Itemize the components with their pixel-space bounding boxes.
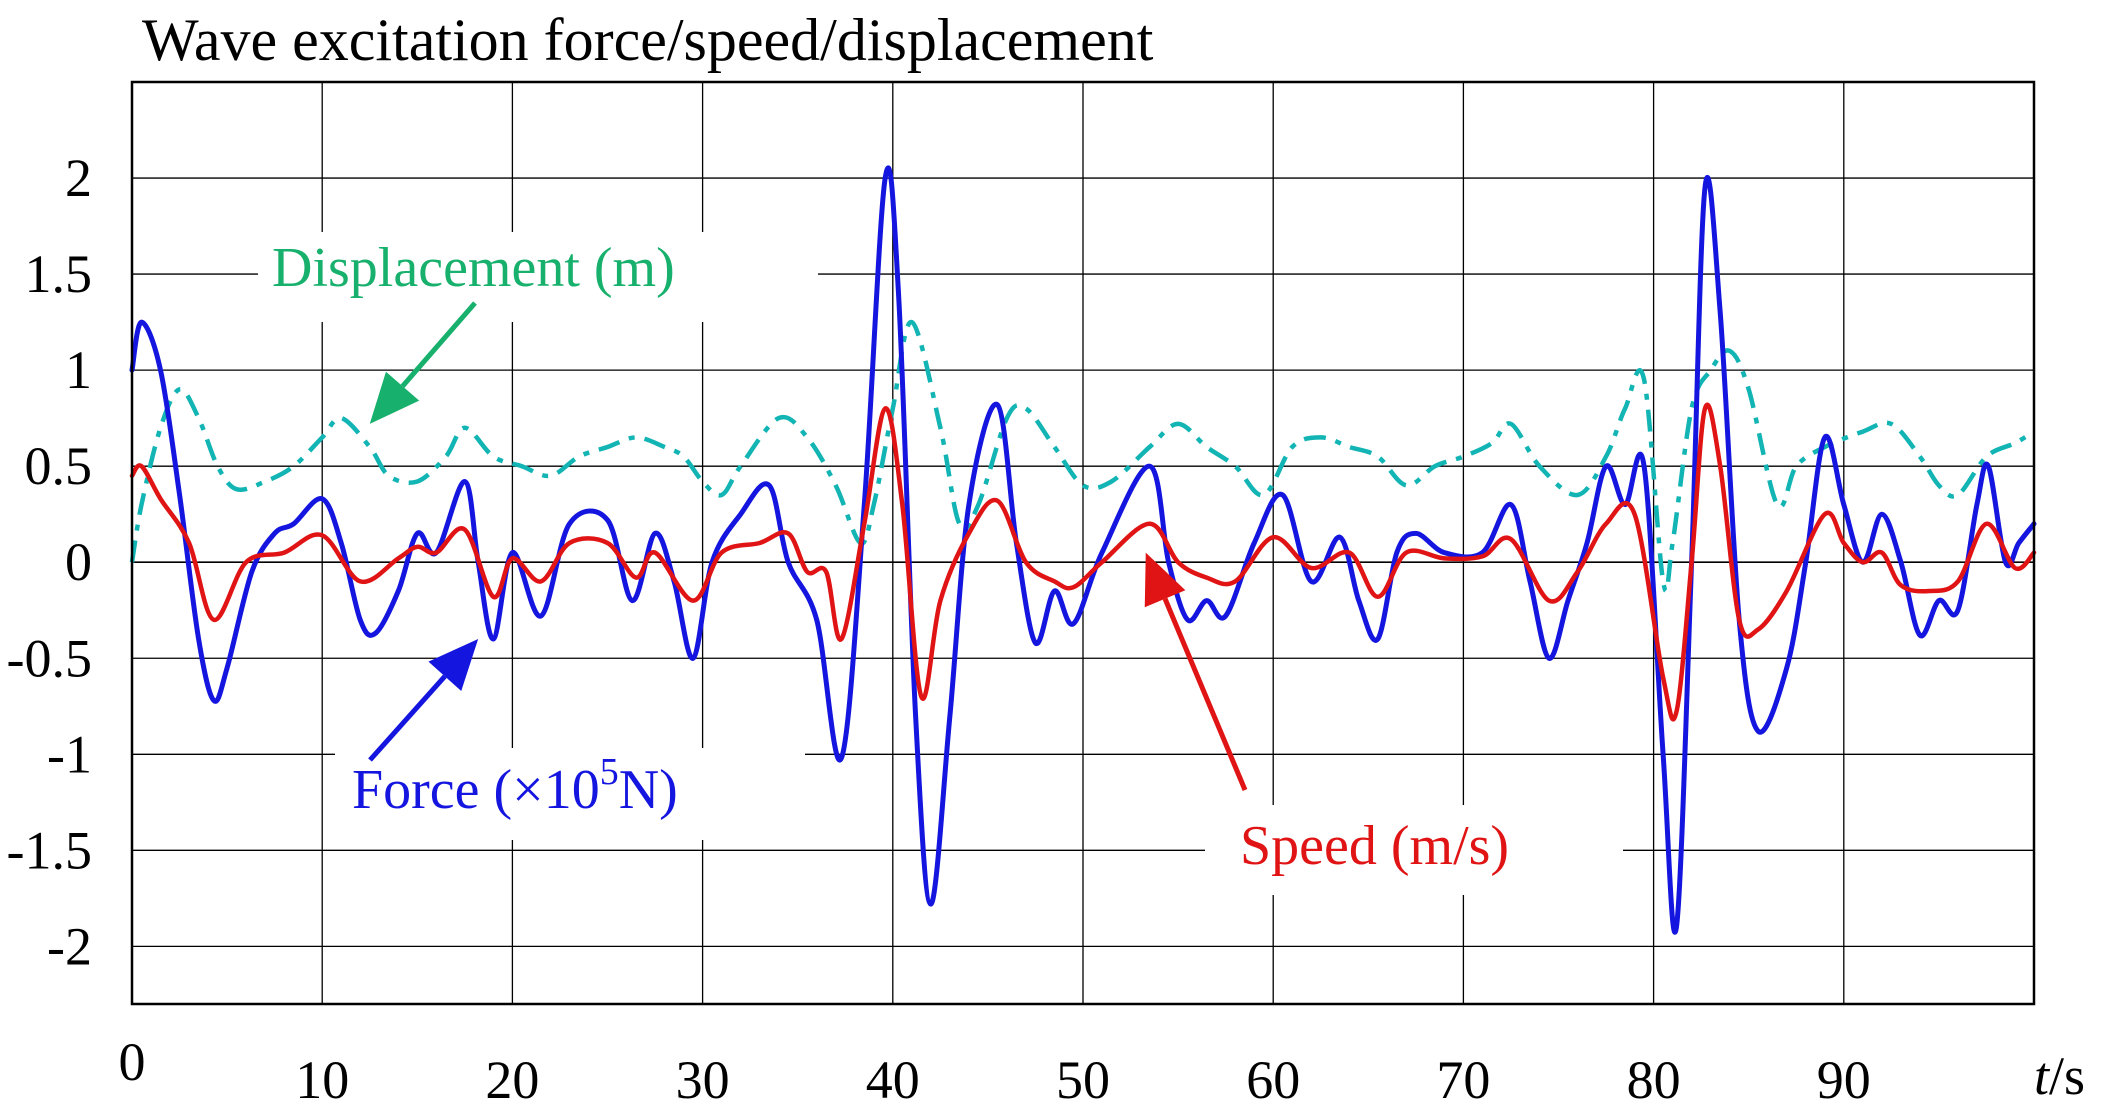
force-label-suffix: N) — [619, 759, 678, 821]
force-label-bg — [335, 748, 805, 840]
x-tick-label: 10 — [295, 1050, 349, 1110]
displacement-label-bg — [258, 232, 818, 322]
force-label: Force (×105N) — [352, 751, 678, 821]
x-axis-label-var: t — [2034, 1046, 2051, 1106]
x-tick-label: 0 — [119, 1032, 146, 1092]
plot-frame — [130, 80, 2036, 1006]
y-tick-label: -1 — [47, 724, 92, 784]
chart-title: Wave excitation force/speed/displacement — [142, 7, 1154, 73]
speed-arrow-shaft — [1162, 597, 1248, 791]
x-tick-label: 50 — [1056, 1050, 1110, 1110]
x-axis-label: t/s — [2034, 1046, 2085, 1106]
y-tick-label: 0.5 — [25, 436, 93, 496]
y-tick-label: 2 — [65, 148, 92, 208]
displacement-series-line — [129, 319, 2036, 593]
force-arrow-shaft — [368, 674, 447, 762]
displacement-label: Displacement (m) — [272, 237, 675, 299]
force-label-prefix: Force (×10 — [352, 759, 600, 821]
y-tick-label: -1.5 — [7, 820, 92, 880]
displacement-arrow-shaft — [400, 301, 477, 388]
x-tick-label: 30 — [676, 1050, 730, 1110]
y-tick-label: -0.5 — [7, 628, 92, 688]
x-axis-label-unit: /s — [2049, 1046, 2085, 1106]
force-arrow-head — [428, 639, 479, 691]
speed-label-bg — [1205, 805, 1623, 895]
speed-arrow-head — [1144, 552, 1186, 608]
force-series-line — [129, 165, 2037, 935]
y-tick-label: -2 — [47, 916, 92, 976]
x-tick-label: 60 — [1246, 1050, 1300, 1110]
y-tick-label: 1 — [65, 340, 92, 400]
displacement-arrow-head — [369, 371, 420, 424]
speed-series-line — [129, 402, 2037, 722]
x-tick-label: 20 — [485, 1050, 539, 1110]
x-tick-label: 70 — [1436, 1050, 1490, 1110]
x-tick-label: 90 — [1817, 1050, 1871, 1110]
y-tick-label: 0 — [65, 532, 92, 592]
force-label-exponent: 5 — [600, 751, 619, 793]
x-tick-label: 40 — [866, 1050, 920, 1110]
y-tick-label: 1.5 — [25, 244, 93, 304]
speed-label: Speed (m/s) — [1240, 815, 1509, 877]
x-tick-label: 80 — [1627, 1050, 1681, 1110]
